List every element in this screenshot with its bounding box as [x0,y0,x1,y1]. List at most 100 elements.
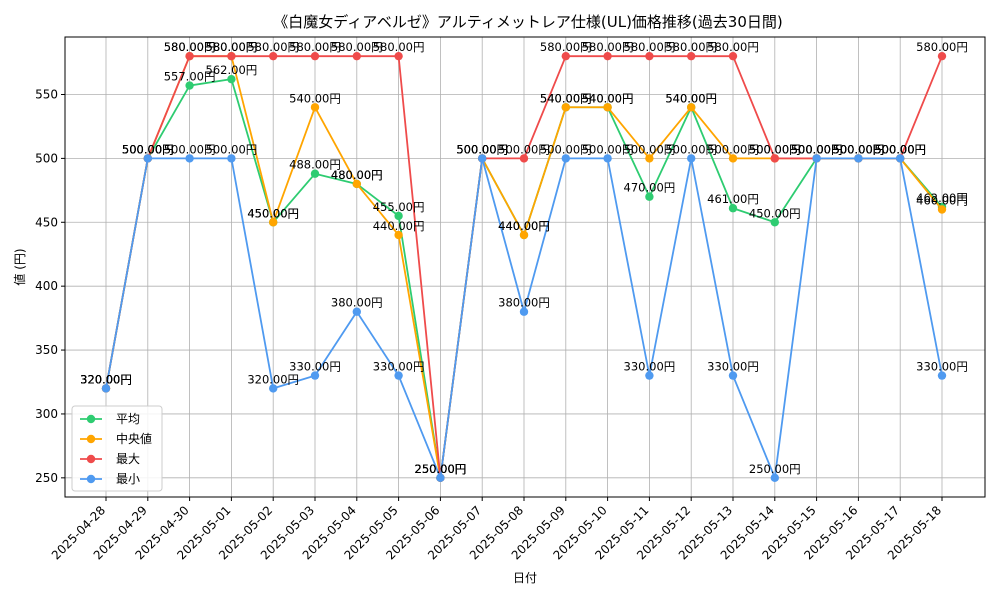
data-label: 440.00円 [498,219,550,233]
data-label: 500.00円 [456,142,508,156]
legend-marker-4 [86,474,96,484]
data-label: 500.00円 [122,142,174,156]
y-tick-label: 400 [35,279,58,293]
data-label: 330.00円 [289,360,341,374]
series-3-point [269,51,278,61]
series-4-point [227,154,236,163]
series-2-point [728,154,738,163]
series-2-point [269,218,278,227]
series-4-point [352,307,361,316]
data-label: 250.00円 [415,462,467,476]
data-label: 500.00円 [874,142,926,156]
data-label: 557.00円 [164,70,216,84]
series-4-point [812,154,821,163]
data-label: 488.00円 [289,158,341,172]
data-label: 500.00円 [791,142,843,156]
data-label: 380.00円 [331,296,383,310]
data-label: 500.00円 [624,142,676,156]
data-label: 500.00円 [540,142,592,156]
data-label: 580.00円 [373,40,425,54]
data-label: 500.00円 [874,142,926,156]
legend-label-1: 平均 [116,412,140,426]
chart-title: 《白魔女ディアベルゼ》アルティメットレア仕様(UL)価格推移(過去30日間) [273,13,782,31]
data-label: 480.00円 [331,168,383,182]
data-label: 330.00円 [373,360,425,374]
data-label: 330.00円 [624,360,676,374]
legend-marker-1 [86,414,96,424]
legend-label-2: 中央値 [116,431,152,446]
series-3-point [227,51,236,61]
data-label: 540.00円 [665,91,717,105]
data-label: 500.00円 [498,142,550,156]
data-label: 580.00円 [540,40,592,54]
data-label: 480.00円 [331,168,383,182]
series-3-point [937,51,947,61]
data-label: 580.00円 [164,40,216,54]
data-label: 500.00円 [749,142,801,156]
data-label: 500.00円 [164,142,216,156]
series-2-point [561,103,570,112]
plot-area [64,36,986,498]
data-label: 470.00円 [624,181,676,195]
series-1-point [728,204,738,213]
data-label: 580.00円 [665,40,717,54]
data-label: 460.00円 [916,194,968,208]
grid [65,37,985,497]
data-label: 250.00円 [415,462,467,476]
series-4-point [770,473,779,483]
series-4-point [603,154,612,163]
legend-box [71,405,163,492]
data-label: 320.00円 [247,372,299,386]
series-3-point [770,154,779,163]
y-tick-label: 350 [35,343,58,357]
data-label: 330.00円 [916,360,968,374]
series-4-point [269,384,278,393]
y-tick-label: 300 [35,407,58,421]
series-1-point [227,74,236,84]
data-label: 461.00円 [707,192,759,206]
y-tick-label: 500 [35,151,58,165]
data-label: 540.00円 [582,91,634,105]
data-label: 500.00円 [456,142,508,156]
data-label: 540.00円 [540,91,592,105]
data-label: 580.00円 [582,40,634,54]
series-2-point [310,103,320,112]
series-1-point [310,169,320,178]
data-label: 500.00円 [206,142,258,156]
data-label: 580.00円 [164,40,216,54]
series-4-point [519,307,529,316]
data-label: 500.00円 [456,142,508,156]
data-label: 450.00円 [247,206,299,220]
data-label: 500.00円 [749,142,801,156]
series-3-point [310,51,320,61]
series-4-point [101,384,111,393]
data-label: 500.00円 [582,142,634,156]
series-2-point [687,103,696,112]
legend-marker-2 [86,434,96,444]
data-label: 500.00円 [833,142,885,156]
data-label: 250.00円 [415,462,467,476]
series-2-point [352,179,361,189]
data-label: 380.00円 [498,296,550,310]
data-label: 500.00円 [833,142,885,156]
data-label: 580.00円 [247,40,299,54]
data-label: 500.00円 [874,142,926,156]
data-label: 500.00円 [791,142,843,156]
data-label: 500.00円 [456,142,508,156]
data-label: 500.00円 [122,142,174,156]
series-2-point [937,205,947,214]
data-label: 330.00円 [707,360,759,374]
series-4-point [728,371,738,380]
data-label: 320.00円 [80,372,132,386]
series-3-point [603,51,612,61]
data-label: 500.00円 [791,142,843,156]
legend-label-3: 最大 [116,452,140,466]
data-label: 500.00円 [122,142,174,156]
data-label: 500.00円 [833,142,885,156]
series-3-point [728,51,738,61]
data-label: 500.00円 [707,142,759,156]
series-4-point [394,371,403,380]
series-3-point [687,51,696,61]
